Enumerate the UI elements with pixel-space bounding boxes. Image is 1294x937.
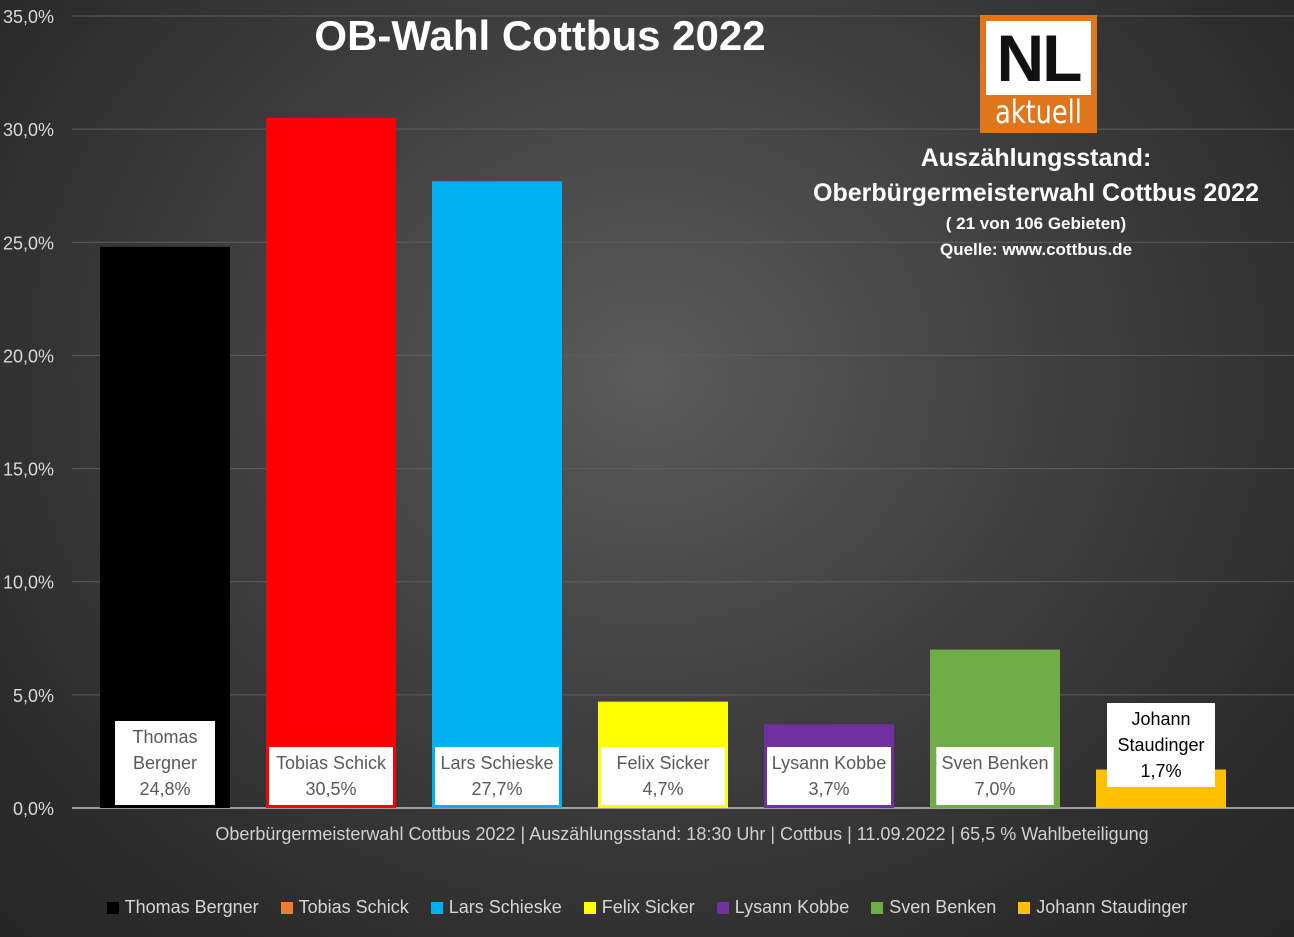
- data-label-box: [601, 747, 725, 805]
- legend-swatch: [871, 901, 884, 914]
- data-label-name: Lysann Kobbe: [772, 753, 886, 773]
- data-label-value: 1,7%: [1140, 761, 1181, 781]
- legend-entry: Lysann Kobbe: [716, 897, 850, 918]
- logo-sub-text: aktuell: [995, 93, 1082, 131]
- y-tick-label: 35,0%: [3, 7, 54, 27]
- bar: [100, 246, 230, 809]
- count-status-box: Auszählungsstand: Oberbürgermeisterwahl …: [780, 142, 1292, 264]
- legend: Thomas Bergner Tobias Schick Lars Schieske…: [0, 897, 1294, 918]
- data-label-value: 30,5%: [305, 779, 356, 799]
- data-label-name: Staudinger: [1117, 735, 1204, 755]
- legend-label: Lysann Kobbe: [734, 897, 850, 917]
- legend-label: Sven Benken: [889, 897, 997, 917]
- data-label-name: Bergner: [133, 753, 197, 773]
- data-label-name: Tobias Schick: [276, 753, 387, 773]
- legend-entry: Thomas Bergner: [106, 897, 259, 918]
- data-label-name: Felix Sicker: [616, 753, 709, 773]
- bar: [266, 117, 396, 809]
- legend-entry: Tobias Schick: [280, 897, 409, 918]
- data-label-value: 24,8%: [139, 779, 190, 799]
- legend-swatch: [280, 901, 293, 914]
- x-axis-caption: Oberbürgermeisterwahl Cottbus 2022 | Aus…: [215, 824, 1149, 844]
- chart-title: OB-Wahl Cottbus 2022: [314, 12, 766, 59]
- legend-label: Lars Schieske: [448, 897, 562, 917]
- y-tick-label: 0,0%: [13, 799, 54, 819]
- data-label-box: [435, 747, 559, 805]
- bar: [432, 181, 562, 808]
- gridlines: [72, 15, 1294, 809]
- source-note: Quelle: www.cottbus.de: [939, 240, 1133, 259]
- data-label-box: [115, 721, 215, 805]
- legend-swatch: [430, 901, 443, 914]
- legend-label: Tobias Schick: [298, 897, 409, 917]
- legend-entry: Felix Sicker: [583, 897, 695, 918]
- data-label-value: 3,7%: [808, 779, 849, 799]
- y-tick-label: 25,0%: [3, 233, 54, 253]
- data-label-value: 7,0%: [974, 779, 1015, 799]
- data-label-box: [767, 747, 891, 805]
- data-label-value: 4,7%: [642, 779, 683, 799]
- y-tick-label: 15,0%: [3, 460, 54, 480]
- legend-label: Thomas Bergner: [124, 897, 259, 917]
- data-label-value: 27,7%: [471, 779, 522, 799]
- legend-label: Johann Staudinger: [1036, 897, 1188, 917]
- data-label-name: Johann: [1131, 709, 1190, 729]
- election-name: Oberbürgermeisterwahl Cottbus 2022: [813, 179, 1259, 207]
- nl-aktuell-logo: NL aktuell: [980, 15, 1097, 133]
- data-labels: Thomas Bergner 24,8% Tobias Schick 30,5% Lars…: [115, 703, 1215, 805]
- legend-entry: Lars Schieske: [430, 897, 562, 918]
- data-label-name: Thomas: [132, 727, 197, 747]
- legend-entry: Johann Staudinger: [1018, 897, 1187, 918]
- y-tick-label: 5,0%: [13, 686, 54, 706]
- data-label-name: Sven Benken: [941, 753, 1048, 773]
- data-label-box: [1107, 703, 1215, 787]
- legend-swatch: [1018, 901, 1031, 914]
- y-tick-label: 30,0%: [3, 120, 54, 140]
- count-status-heading: Auszählungsstand:: [920, 144, 1152, 172]
- data-label-name: Lars Schieske: [440, 753, 553, 773]
- legend-swatch: [716, 901, 729, 914]
- legend-swatch: [106, 901, 119, 914]
- data-label-box: [269, 747, 393, 805]
- data-label-box: [936, 747, 1054, 805]
- y-axis-tick-labels: 0,0% 5,0% 10,0% 15,0% 20,0% 25,0% 30,0% 35,0%: [3, 7, 54, 819]
- y-tick-label: 10,0%: [3, 573, 54, 593]
- legend-entry: Sven Benken: [871, 897, 996, 918]
- y-tick-label: 20,0%: [3, 346, 54, 366]
- legend-swatch: [583, 901, 596, 914]
- legend-label: Felix Sicker: [601, 897, 695, 917]
- logo-main-text: NL: [986, 21, 1091, 95]
- districts-counted: ( 21 von 106 Gebieten): [945, 214, 1127, 233]
